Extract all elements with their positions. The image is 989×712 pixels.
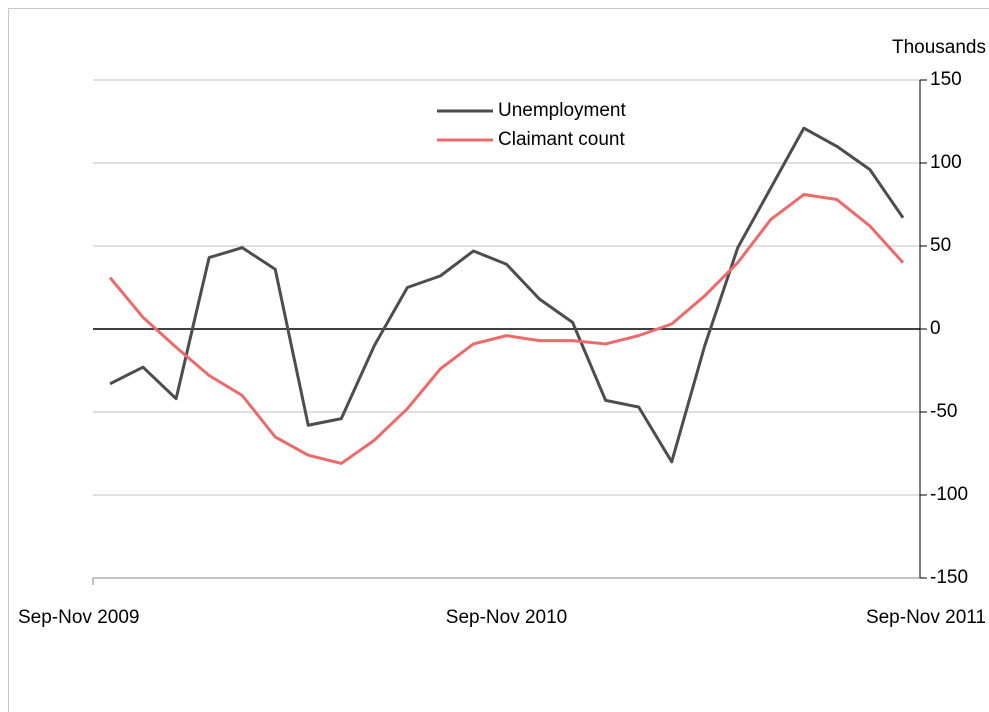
y-tick-label: 150 [930,69,962,90]
y-tick-label: -50 [930,401,957,422]
legend-label: Unemployment [498,100,626,121]
y-tick-label: 0 [930,318,941,339]
y-tick-label: 100 [930,152,962,173]
y-tick-label: -100 [930,484,968,505]
x-tick-label: Sep-Nov 2011 [866,607,986,628]
series-line [109,126,905,464]
frame [8,8,989,712]
y-tick-label: -150 [930,567,968,588]
y-axis-label: Thousands [892,37,986,58]
y-tick-label: 50 [930,235,951,256]
x-tick-label: Sep-Nov 2010 [446,607,567,628]
legend-label: Claimant count [498,129,625,150]
series-line [108,193,905,465]
x-tick-label: Sep-Nov 2009 [18,607,139,628]
